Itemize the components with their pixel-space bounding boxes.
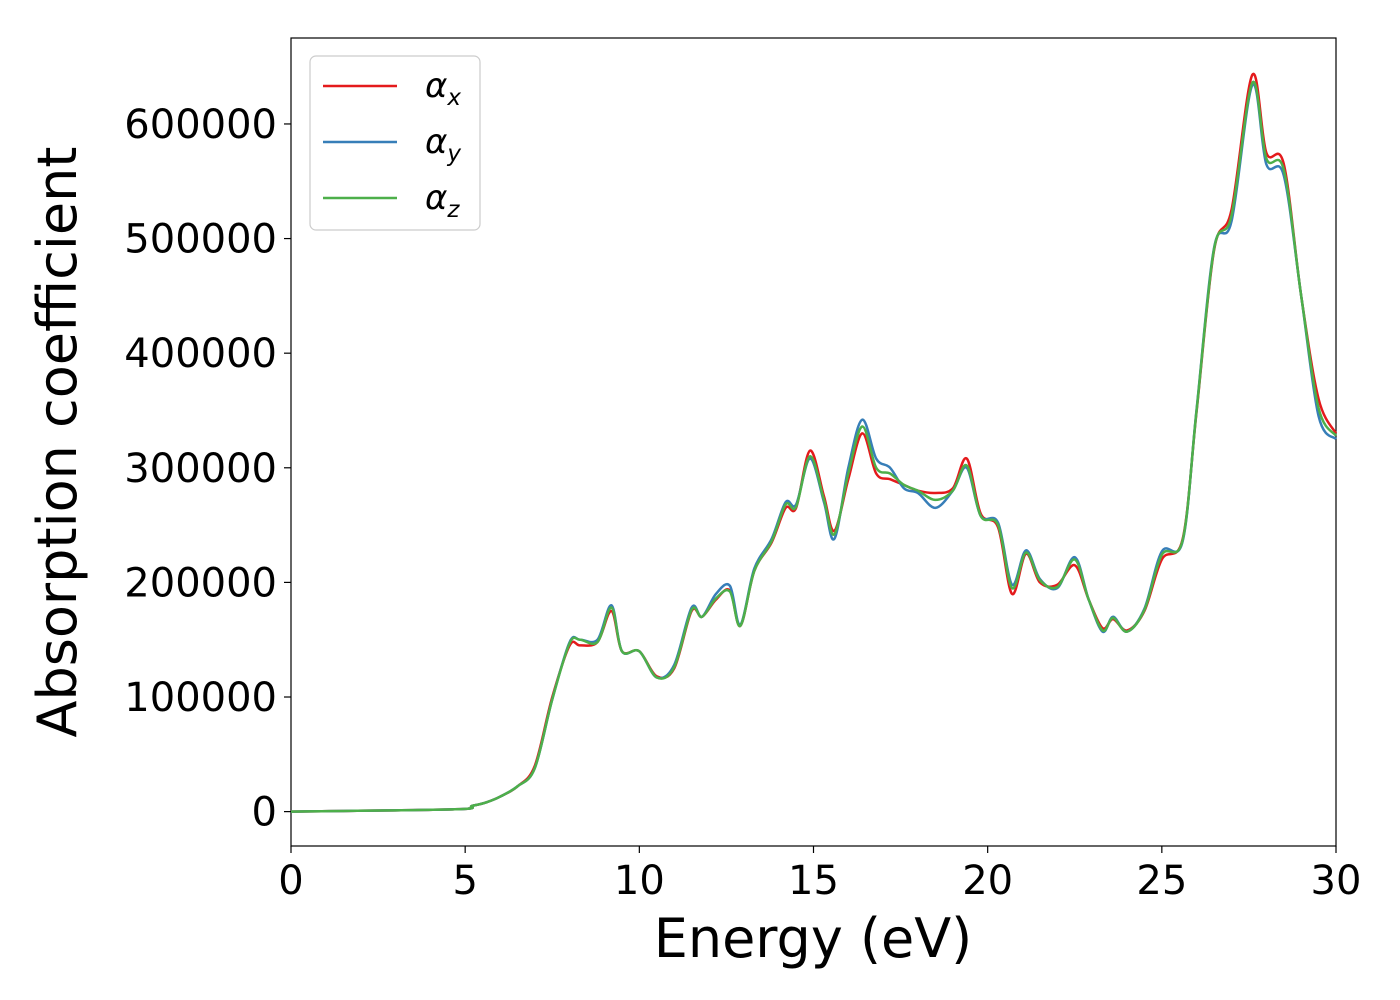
x-tick-label: 25	[1136, 858, 1187, 904]
legend-label-3: αz	[425, 178, 460, 223]
x-tick-label: 30	[1311, 858, 1362, 904]
y-axis-title: Absorption coefficient	[26, 147, 89, 738]
y-tick-label: 300000	[124, 446, 277, 492]
series-layer	[290, 72, 1338, 813]
legend: αx αy αz	[309, 55, 481, 231]
y-axis-ticks: 0 100000 200000 300000 400000 500000 600000	[124, 102, 291, 836]
legend-label-2: αy	[425, 122, 461, 167]
x-tick-label: 10	[614, 858, 665, 904]
series-line-3	[290, 80, 1338, 813]
y-tick-label: 100000	[124, 675, 277, 721]
x-tick-label: 15	[788, 858, 839, 904]
y-tick-label: 500000	[124, 217, 277, 263]
x-tick-label: 0	[278, 858, 303, 904]
x-tick-label: 20	[962, 858, 1013, 904]
y-tick-label: 400000	[124, 331, 277, 377]
y-tick-label: 200000	[124, 560, 277, 606]
legend-label-1: αx	[425, 66, 461, 111]
x-axis-ticks: 0 5 10 15 20 25 30	[278, 846, 1361, 904]
y-tick-label: 0	[252, 790, 277, 836]
y-tick-label: 600000	[124, 102, 277, 148]
x-axis-title: Energy (eV)	[654, 907, 973, 970]
x-tick-label: 5	[452, 858, 477, 904]
